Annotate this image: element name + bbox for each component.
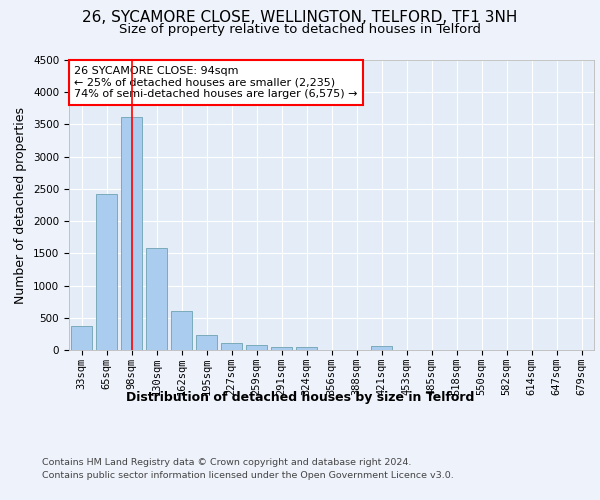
Bar [171,312,192,350]
Bar [71,326,92,350]
Bar [121,116,142,350]
Text: Distribution of detached houses by size in Telford: Distribution of detached houses by size … [126,391,474,404]
Bar [271,347,292,350]
Y-axis label: Number of detached properties: Number of detached properties [14,106,28,304]
Bar [296,348,317,350]
Bar [96,194,117,350]
Bar [246,346,267,350]
Bar [196,335,217,350]
Text: Contains public sector information licensed under the Open Government Licence v3: Contains public sector information licen… [42,472,454,480]
Bar [221,343,242,350]
Text: 26, SYCAMORE CLOSE, WELLINGTON, TELFORD, TF1 3NH: 26, SYCAMORE CLOSE, WELLINGTON, TELFORD,… [82,10,518,25]
Bar [146,248,167,350]
Text: 26 SYCAMORE CLOSE: 94sqm
← 25% of detached houses are smaller (2,235)
74% of sem: 26 SYCAMORE CLOSE: 94sqm ← 25% of detach… [74,66,358,99]
Bar [371,346,392,350]
Text: Size of property relative to detached houses in Telford: Size of property relative to detached ho… [119,24,481,36]
Text: Contains HM Land Registry data © Crown copyright and database right 2024.: Contains HM Land Registry data © Crown c… [42,458,412,467]
